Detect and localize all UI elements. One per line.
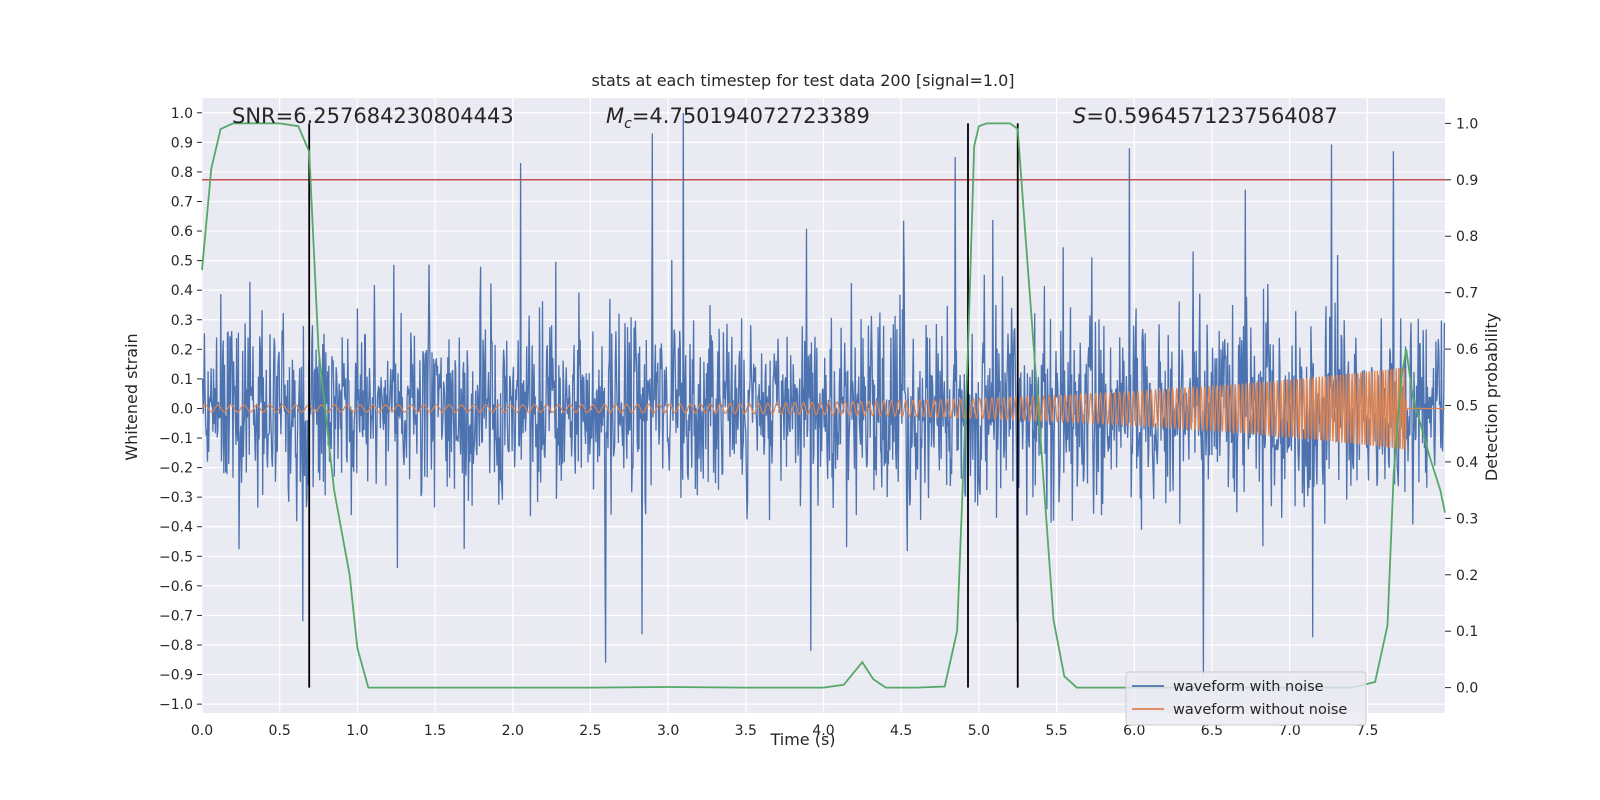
- y2-tick-label: 0.0: [1456, 681, 1478, 697]
- y-tick-label: 0.2: [171, 342, 193, 358]
- annotation-s-value: =0.5964571237564087: [1086, 104, 1337, 128]
- y-tick-label: 0.8: [171, 165, 193, 181]
- series-waveform-with-noise: [201, 112, 1446, 675]
- annotation-chirp-mass-symbol: M: [606, 104, 624, 128]
- y-tick-label: 0.5: [171, 254, 193, 270]
- annotation-snr: SNR=6.257684230804443: [232, 104, 514, 128]
- y-tick-label: −0.2: [159, 461, 193, 477]
- y2-tick-label: 0.7: [1456, 286, 1478, 302]
- x-tick-label: 6.0: [1123, 723, 1145, 739]
- series-line-waveform-with-noise: [201, 112, 1446, 675]
- y-tick-label: −0.3: [159, 490, 193, 506]
- legend: waveform with noise waveform without noi…: [1125, 671, 1367, 726]
- y-tick-label: 0.7: [171, 194, 193, 210]
- annotation-s: S=0.5964571237564087: [1073, 104, 1338, 128]
- x-tick-label: 1.5: [424, 723, 446, 739]
- y-tick-label: −0.4: [159, 520, 193, 536]
- y2-axis-ticks: 1.0 0.9 0.8 0.7 0.6 0.5 0.4 0.3 0.2 0.1 0.0: [1445, 116, 1478, 697]
- y-axis-title: Whitened strain: [122, 333, 141, 460]
- y-tick-label: −0.7: [159, 608, 193, 624]
- y-tick-label: −0.9: [159, 668, 193, 684]
- x-tick-label: 3.5: [735, 723, 757, 739]
- event-markers: [308, 123, 1019, 688]
- y2-tick-label: 0.3: [1456, 511, 1478, 527]
- x-tick-label: 7.0: [1278, 723, 1300, 739]
- x-tick-label: 3.0: [657, 723, 679, 739]
- x-axis-ticks: 0.0 0.5 1.0 1.5 2.0 2.5 3.0 3.5 4.0 4.5 5.0 5.5 6.0 6…: [191, 723, 1379, 739]
- x-tick-label: 1.0: [346, 723, 368, 739]
- y-tick-label: −0.8: [159, 638, 193, 654]
- x-tick-label: 4.5: [890, 723, 912, 739]
- legend-label-waveform-with-noise: waveform with noise: [1173, 679, 1324, 695]
- y2-tick-label: 0.2: [1456, 568, 1478, 584]
- annotation-s-symbol: S: [1073, 104, 1086, 128]
- x-tick-label: 0.0: [191, 723, 213, 739]
- y2-axis-title: Detection probability: [1482, 313, 1501, 481]
- x-tick-label: 4.0: [812, 723, 834, 739]
- y2-tick-label: 0.9: [1456, 173, 1478, 189]
- y-tick-label: 0.1: [171, 372, 193, 388]
- x-tick-label: 7.5: [1356, 723, 1378, 739]
- y-tick-label: 0.6: [171, 224, 193, 240]
- y-axis-ticks: 1.0 0.9 0.8 0.7 0.6 0.5 0.4 0.3 0.2 0.1 0.0 −0.1 −0.…: [159, 106, 202, 713]
- legend-label-waveform-without-noise: waveform without noise: [1173, 702, 1347, 718]
- y-tick-label: 1.0: [171, 106, 193, 122]
- annotation-chirp-mass: Mc=4.750194072723389: [606, 104, 870, 132]
- y2-tick-label: 0.8: [1456, 229, 1478, 245]
- series-line-waveform-without-noise: [201, 367, 1445, 450]
- x-tick-label: 5.0: [968, 723, 990, 739]
- annotation-chirp-mass-value: =4.750194072723389: [632, 104, 870, 128]
- y-tick-label: 0.0: [171, 401, 193, 417]
- x-tick-label: 6.5: [1201, 723, 1223, 739]
- x-tick-label: 2.5: [579, 723, 601, 739]
- y2-tick-label: 0.6: [1456, 342, 1478, 358]
- x-tick-label: 2.0: [502, 723, 524, 739]
- y-tick-label: −0.6: [159, 579, 193, 595]
- y-tick-label: 0.4: [171, 283, 193, 299]
- y2-tick-label: 1.0: [1456, 116, 1478, 132]
- legend-frame: [1125, 671, 1367, 726]
- series-line-detection-probability: [201, 122, 1446, 689]
- x-axis-title: Time (s): [769, 730, 835, 749]
- y-tick-label: −1.0: [159, 697, 193, 713]
- chart-title: stats at each timestep for test data 200…: [591, 71, 1014, 90]
- y-tick-label: −0.5: [159, 549, 193, 565]
- series-waveform-without-noise: [201, 367, 1445, 450]
- y2-tick-label: 0.1: [1456, 624, 1478, 640]
- x-tick-label: 5.5: [1045, 723, 1067, 739]
- y-tick-label: 0.9: [171, 135, 193, 151]
- x-tick-label: 0.5: [269, 723, 291, 739]
- annotation-chirp-mass-subscript: c: [624, 116, 632, 132]
- y2-tick-label: 0.4: [1456, 455, 1478, 471]
- y-tick-label: −0.1: [159, 431, 193, 447]
- y2-tick-label: 0.5: [1456, 399, 1478, 415]
- y-tick-label: 0.3: [171, 313, 193, 329]
